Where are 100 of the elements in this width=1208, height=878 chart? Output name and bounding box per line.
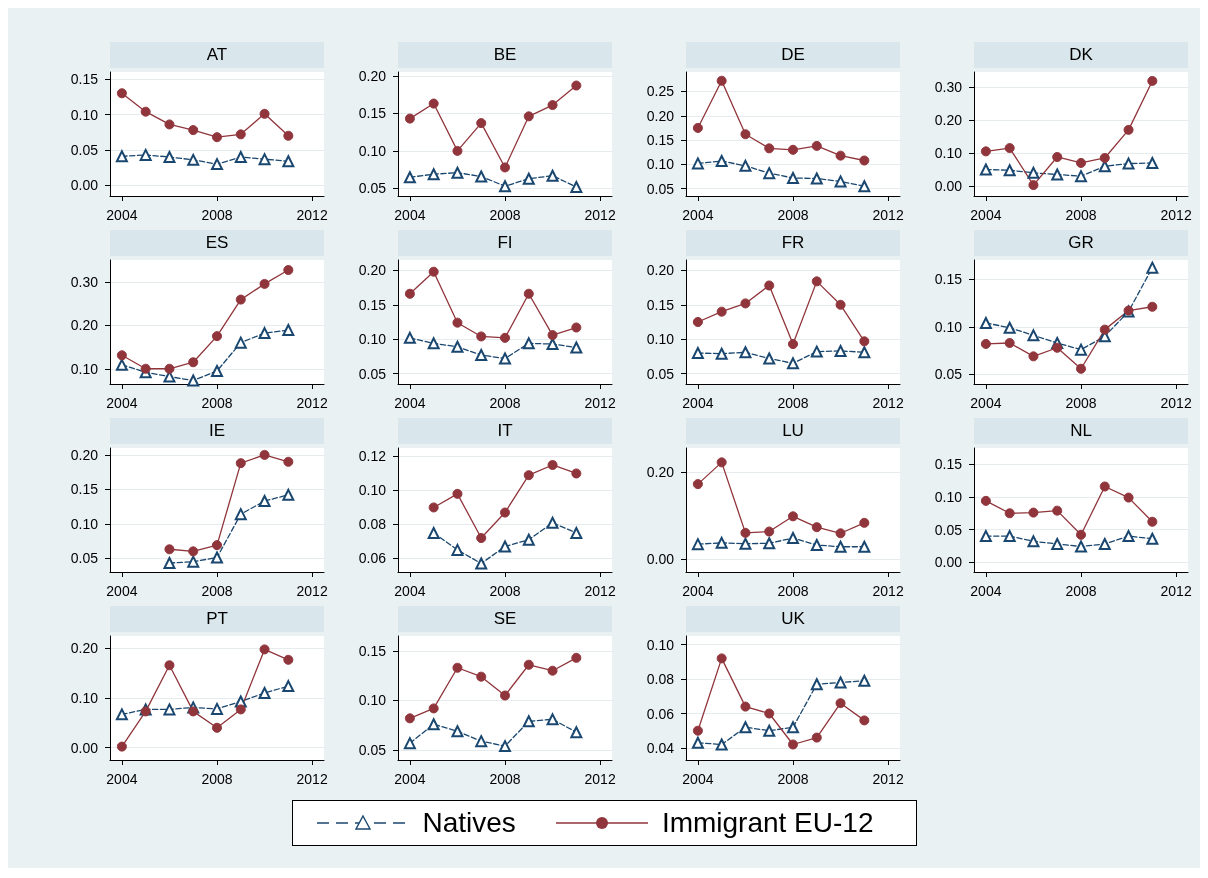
y-tick-label: 0.00 xyxy=(934,178,963,195)
y-tick-label: 0.05 xyxy=(358,180,387,197)
chart-title: LU xyxy=(686,418,900,444)
x-tick-label: 2004 xyxy=(394,771,426,787)
y-tick-label: 0.20 xyxy=(934,111,963,128)
x-tick-label: 2012 xyxy=(584,583,616,599)
y-tick-label: 0.10 xyxy=(358,692,387,709)
y-tick-label: 0.10 xyxy=(934,145,963,162)
y-tick-label: 0.10 xyxy=(70,515,99,532)
x-tick-label: 2008 xyxy=(201,771,233,787)
x-tick-label: 2004 xyxy=(394,583,426,599)
chart-title: GR xyxy=(974,230,1188,256)
y-tick-label: 0.05 xyxy=(646,180,675,197)
x-tick-label: 2012 xyxy=(296,207,328,223)
x-tick-label: 2008 xyxy=(489,771,521,787)
y-tick-label: 0.10 xyxy=(358,482,387,499)
x-tick-label: 2004 xyxy=(394,207,426,223)
x-tick-label: 2004 xyxy=(970,583,1002,599)
x-tick-label: 2012 xyxy=(296,583,328,599)
y-tick-label: 0.05 xyxy=(358,365,387,382)
y-tick-label: 0.20 xyxy=(646,262,675,279)
chart-title: FI xyxy=(398,230,612,256)
x-tick-label: 2004 xyxy=(106,583,138,599)
y-tick-label: 0.25 xyxy=(646,83,675,100)
x-tick-label: 2012 xyxy=(296,395,328,411)
y-tick-label: 0.30 xyxy=(934,78,963,95)
x-tick-label: 2012 xyxy=(872,207,904,223)
x-tick-label: 2012 xyxy=(872,583,904,599)
y-tick-label: 0.10 xyxy=(934,318,963,335)
x-tick-label: 2008 xyxy=(201,583,233,599)
x-tick-label: 2008 xyxy=(489,583,521,599)
y-tick-label: 0.20 xyxy=(646,463,675,480)
x-tick-label: 2012 xyxy=(584,395,616,411)
y-tick-label: 0.05 xyxy=(934,521,963,538)
chart-title: NL xyxy=(974,418,1188,444)
y-tick-label: 0.20 xyxy=(358,67,387,84)
x-tick-label: 2004 xyxy=(682,207,714,223)
y-tick-label: 0.20 xyxy=(70,446,99,463)
y-tick-label: 0.10 xyxy=(358,142,387,159)
x-tick-label: 2004 xyxy=(106,207,138,223)
y-tick-label: 0.00 xyxy=(70,739,99,756)
chart-title: SE xyxy=(398,606,612,632)
x-tick-label: 2012 xyxy=(1160,395,1192,411)
x-tick-label: 2012 xyxy=(584,771,616,787)
x-tick-label: 2012 xyxy=(296,771,328,787)
x-tick-label: 2008 xyxy=(777,583,809,599)
y-tick-label: 0.06 xyxy=(358,550,387,567)
y-tick-label: 0.10 xyxy=(70,360,99,377)
x-tick-label: 2012 xyxy=(1160,583,1192,599)
y-tick-label: 0.04 xyxy=(646,739,675,756)
y-tick-label: 0.10 xyxy=(934,488,963,505)
y-tick-label: 0.20 xyxy=(358,262,387,279)
x-tick-label: 2008 xyxy=(777,771,809,787)
y-tick-label: 0.08 xyxy=(358,516,387,533)
x-tick-label: 2008 xyxy=(777,207,809,223)
y-tick-label: 0.12 xyxy=(358,448,387,465)
y-tick-label: 0.10 xyxy=(70,106,99,123)
y-tick-label: 0.10 xyxy=(358,331,387,348)
y-tick-label: 0.05 xyxy=(646,365,675,382)
legend-label: Natives xyxy=(422,807,516,839)
y-tick-label: 0.30 xyxy=(70,273,99,290)
y-tick-label: 0.15 xyxy=(70,481,99,498)
chart-title: FR xyxy=(686,230,900,256)
chart-title: BE xyxy=(398,42,612,68)
chart-title: AT xyxy=(110,42,324,68)
x-tick-label: 2008 xyxy=(201,395,233,411)
x-tick-label: 2004 xyxy=(682,395,714,411)
x-tick-label: 2008 xyxy=(777,395,809,411)
y-tick-label: 0.15 xyxy=(70,71,99,88)
x-tick-label: 2004 xyxy=(970,207,1002,223)
y-tick-label: 0.05 xyxy=(70,141,99,158)
x-tick-label: 2004 xyxy=(394,395,426,411)
chart-title: ES xyxy=(110,230,324,256)
y-tick-label: 0.15 xyxy=(358,105,387,122)
y-tick-label: 0.20 xyxy=(70,317,99,334)
y-tick-label: 0.05 xyxy=(934,366,963,383)
y-tick-label: 0.15 xyxy=(934,456,963,473)
y-tick-label: 0.15 xyxy=(646,296,675,313)
x-tick-label: 2008 xyxy=(1065,583,1097,599)
y-tick-label: 0.00 xyxy=(934,554,963,571)
chart-title: PT xyxy=(110,606,324,632)
chart-title: UK xyxy=(686,606,900,632)
y-tick-label: 0.10 xyxy=(70,690,99,706)
x-tick-label: 2008 xyxy=(201,207,233,223)
x-tick-label: 2012 xyxy=(1160,207,1192,223)
x-tick-label: 2004 xyxy=(682,771,714,787)
y-tick-label: 0.15 xyxy=(358,642,387,659)
y-tick-label: 0.15 xyxy=(646,132,675,149)
y-tick-label: 0.08 xyxy=(646,671,675,688)
x-tick-label: 2008 xyxy=(1065,395,1097,411)
x-tick-label: 2008 xyxy=(1065,207,1097,223)
y-tick-label: 0.15 xyxy=(934,271,963,288)
x-tick-label: 2004 xyxy=(106,771,138,787)
x-tick-label: 2004 xyxy=(682,583,714,599)
y-tick-label: 0.15 xyxy=(358,296,387,313)
y-tick-label: 0.06 xyxy=(646,705,675,722)
y-tick-label: 0.10 xyxy=(646,636,675,653)
chart-title: DE xyxy=(686,42,900,68)
y-tick-label: 0.10 xyxy=(646,156,675,173)
x-tick-label: 2012 xyxy=(584,207,616,223)
